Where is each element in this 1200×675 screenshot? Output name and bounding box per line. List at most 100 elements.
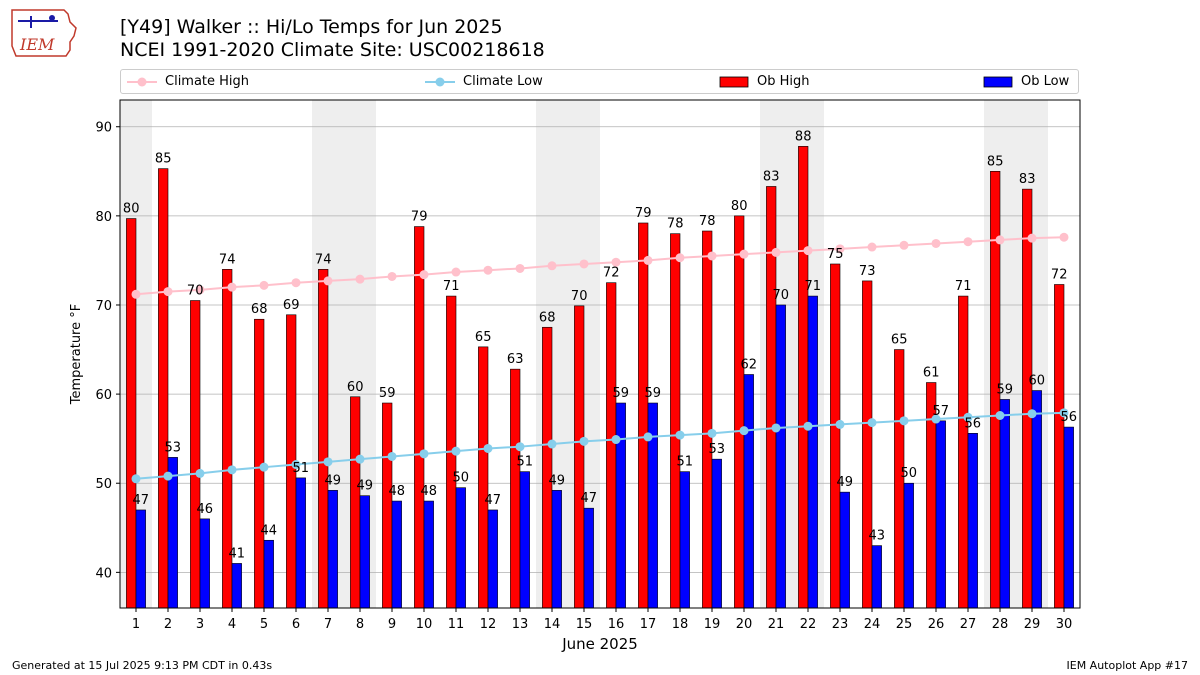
climate-low-point (163, 471, 173, 481)
climate-high-point (195, 285, 205, 295)
climate-low-point (1059, 408, 1069, 418)
ob-low-value-label: 44 (261, 523, 278, 538)
x-tick-label: 19 (704, 617, 721, 632)
climate-low-point (803, 421, 813, 431)
ob-low-value-label: 53 (709, 442, 726, 457)
ob-high-value-label: 74 (219, 252, 236, 267)
climate-high-point (323, 276, 333, 286)
x-tick-label: 1 (132, 617, 140, 632)
ob-low-value-label: 46 (197, 502, 214, 517)
climate-high-point (419, 270, 429, 280)
ob-low-value-label: 50 (453, 471, 470, 486)
x-tick-label: 20 (736, 617, 753, 632)
climate-low-point (451, 446, 461, 456)
ob-high-value-label: 65 (475, 330, 492, 345)
ob-low-bar (135, 509, 146, 609)
ob-low-swatch-icon (983, 76, 1013, 87)
ob-low-bar (359, 495, 370, 609)
y-tick-label: 40 (95, 566, 112, 581)
ob-low-value-label: 71 (805, 279, 822, 294)
ob-high-value-label: 80 (731, 199, 748, 214)
climate-high-line-icon (127, 77, 157, 86)
ob-high-value-label: 79 (411, 210, 428, 225)
climate-high-point (259, 280, 269, 290)
ob-low-value-label: 48 (421, 484, 438, 499)
ob-low-bar (935, 420, 946, 609)
ob-low-bar (327, 490, 338, 609)
ob-high-bar (158, 168, 169, 609)
ob-low-bar (743, 374, 754, 609)
climate-low-point (323, 457, 333, 467)
ob-low-value-label: 62 (741, 357, 758, 372)
y-tick-label: 80 (95, 210, 112, 225)
climate-high-point (579, 259, 589, 269)
climate-high-point (547, 261, 557, 271)
anemometer-icon (49, 15, 55, 21)
ob-low-bar (551, 490, 562, 609)
ob-high-value-label: 79 (635, 206, 652, 221)
ob-low-value-label: 59 (613, 386, 630, 401)
ob-high-bar (542, 326, 553, 609)
ob-low-bar (679, 471, 690, 609)
x-tick-label: 30 (1056, 617, 1073, 632)
x-tick-label: 13 (512, 617, 529, 632)
ob-low-value-label: 51 (293, 461, 310, 476)
climate-high-point (963, 237, 973, 247)
ob-high-value-label: 61 (923, 366, 940, 381)
ob-low-bar (391, 500, 402, 609)
ob-low-value-label: 59 (645, 386, 662, 401)
x-tick-label: 14 (544, 617, 561, 632)
x-tick-label: 15 (576, 617, 593, 632)
ob-high-value-label: 80 (123, 202, 140, 217)
ob-high-value-label: 72 (603, 266, 620, 281)
ob-high-value-label: 59 (379, 386, 396, 401)
ob-low-value-label: 49 (549, 473, 566, 488)
legend-climate-high-label: Climate High (165, 74, 250, 89)
ob-low-value-label: 53 (165, 440, 182, 455)
ob-low-bar (903, 482, 914, 609)
x-axis-label: June 2025 (561, 635, 638, 653)
ob-low-value-label: 41 (229, 546, 246, 561)
climate-low-point (259, 462, 269, 472)
climate-high-point (995, 235, 1005, 245)
climate-low-point (707, 428, 717, 438)
climate-high-point (1027, 233, 1037, 243)
station-mast-icon (30, 16, 32, 28)
ob-low-bar (775, 304, 786, 609)
ob-low-value-label: 70 (773, 288, 790, 303)
ob-high-value-label: 78 (699, 214, 716, 229)
ob-high-bar (798, 146, 809, 609)
ob-low-bar (423, 500, 434, 609)
ob-low-bar (711, 458, 722, 609)
legend-climate-low-label: Climate Low (463, 74, 543, 89)
ob-high-bar (350, 396, 361, 609)
x-tick-label: 12 (480, 617, 497, 632)
ob-high-value-label: 78 (667, 217, 684, 232)
ob-low-value-label: 56 (1061, 410, 1078, 425)
ob-low-value-label: 51 (517, 455, 534, 470)
ob-low-value-label: 56 (965, 416, 982, 431)
climate-high-point (835, 244, 845, 254)
climate-low-point (483, 443, 493, 453)
ob-low-value-label: 51 (677, 455, 694, 470)
ob-high-bar (1022, 188, 1033, 609)
climate-high-line (135, 236, 1065, 296)
ob-high-bar (734, 215, 745, 609)
legend-climate-high: Climate High (127, 74, 249, 89)
ob-low-bar (583, 507, 594, 609)
climate-high-point (291, 278, 301, 288)
x-tick-label: 11 (448, 617, 465, 632)
ob-low-value-label: 48 (389, 484, 406, 499)
x-tick-label: 18 (672, 617, 689, 632)
legend-ob-high: Ob High (719, 74, 810, 89)
ob-low-bar (871, 545, 882, 609)
x-tick-label: 27 (960, 617, 977, 632)
ob-high-bar (510, 368, 521, 609)
ob-low-bar (295, 477, 306, 609)
climate-high-point (675, 253, 685, 263)
ob-low-bar (615, 402, 626, 609)
ob-high-bar (126, 218, 137, 609)
climate-high-point (771, 247, 781, 257)
ob-low-bar (487, 509, 498, 609)
ob-low-bar (839, 491, 850, 609)
